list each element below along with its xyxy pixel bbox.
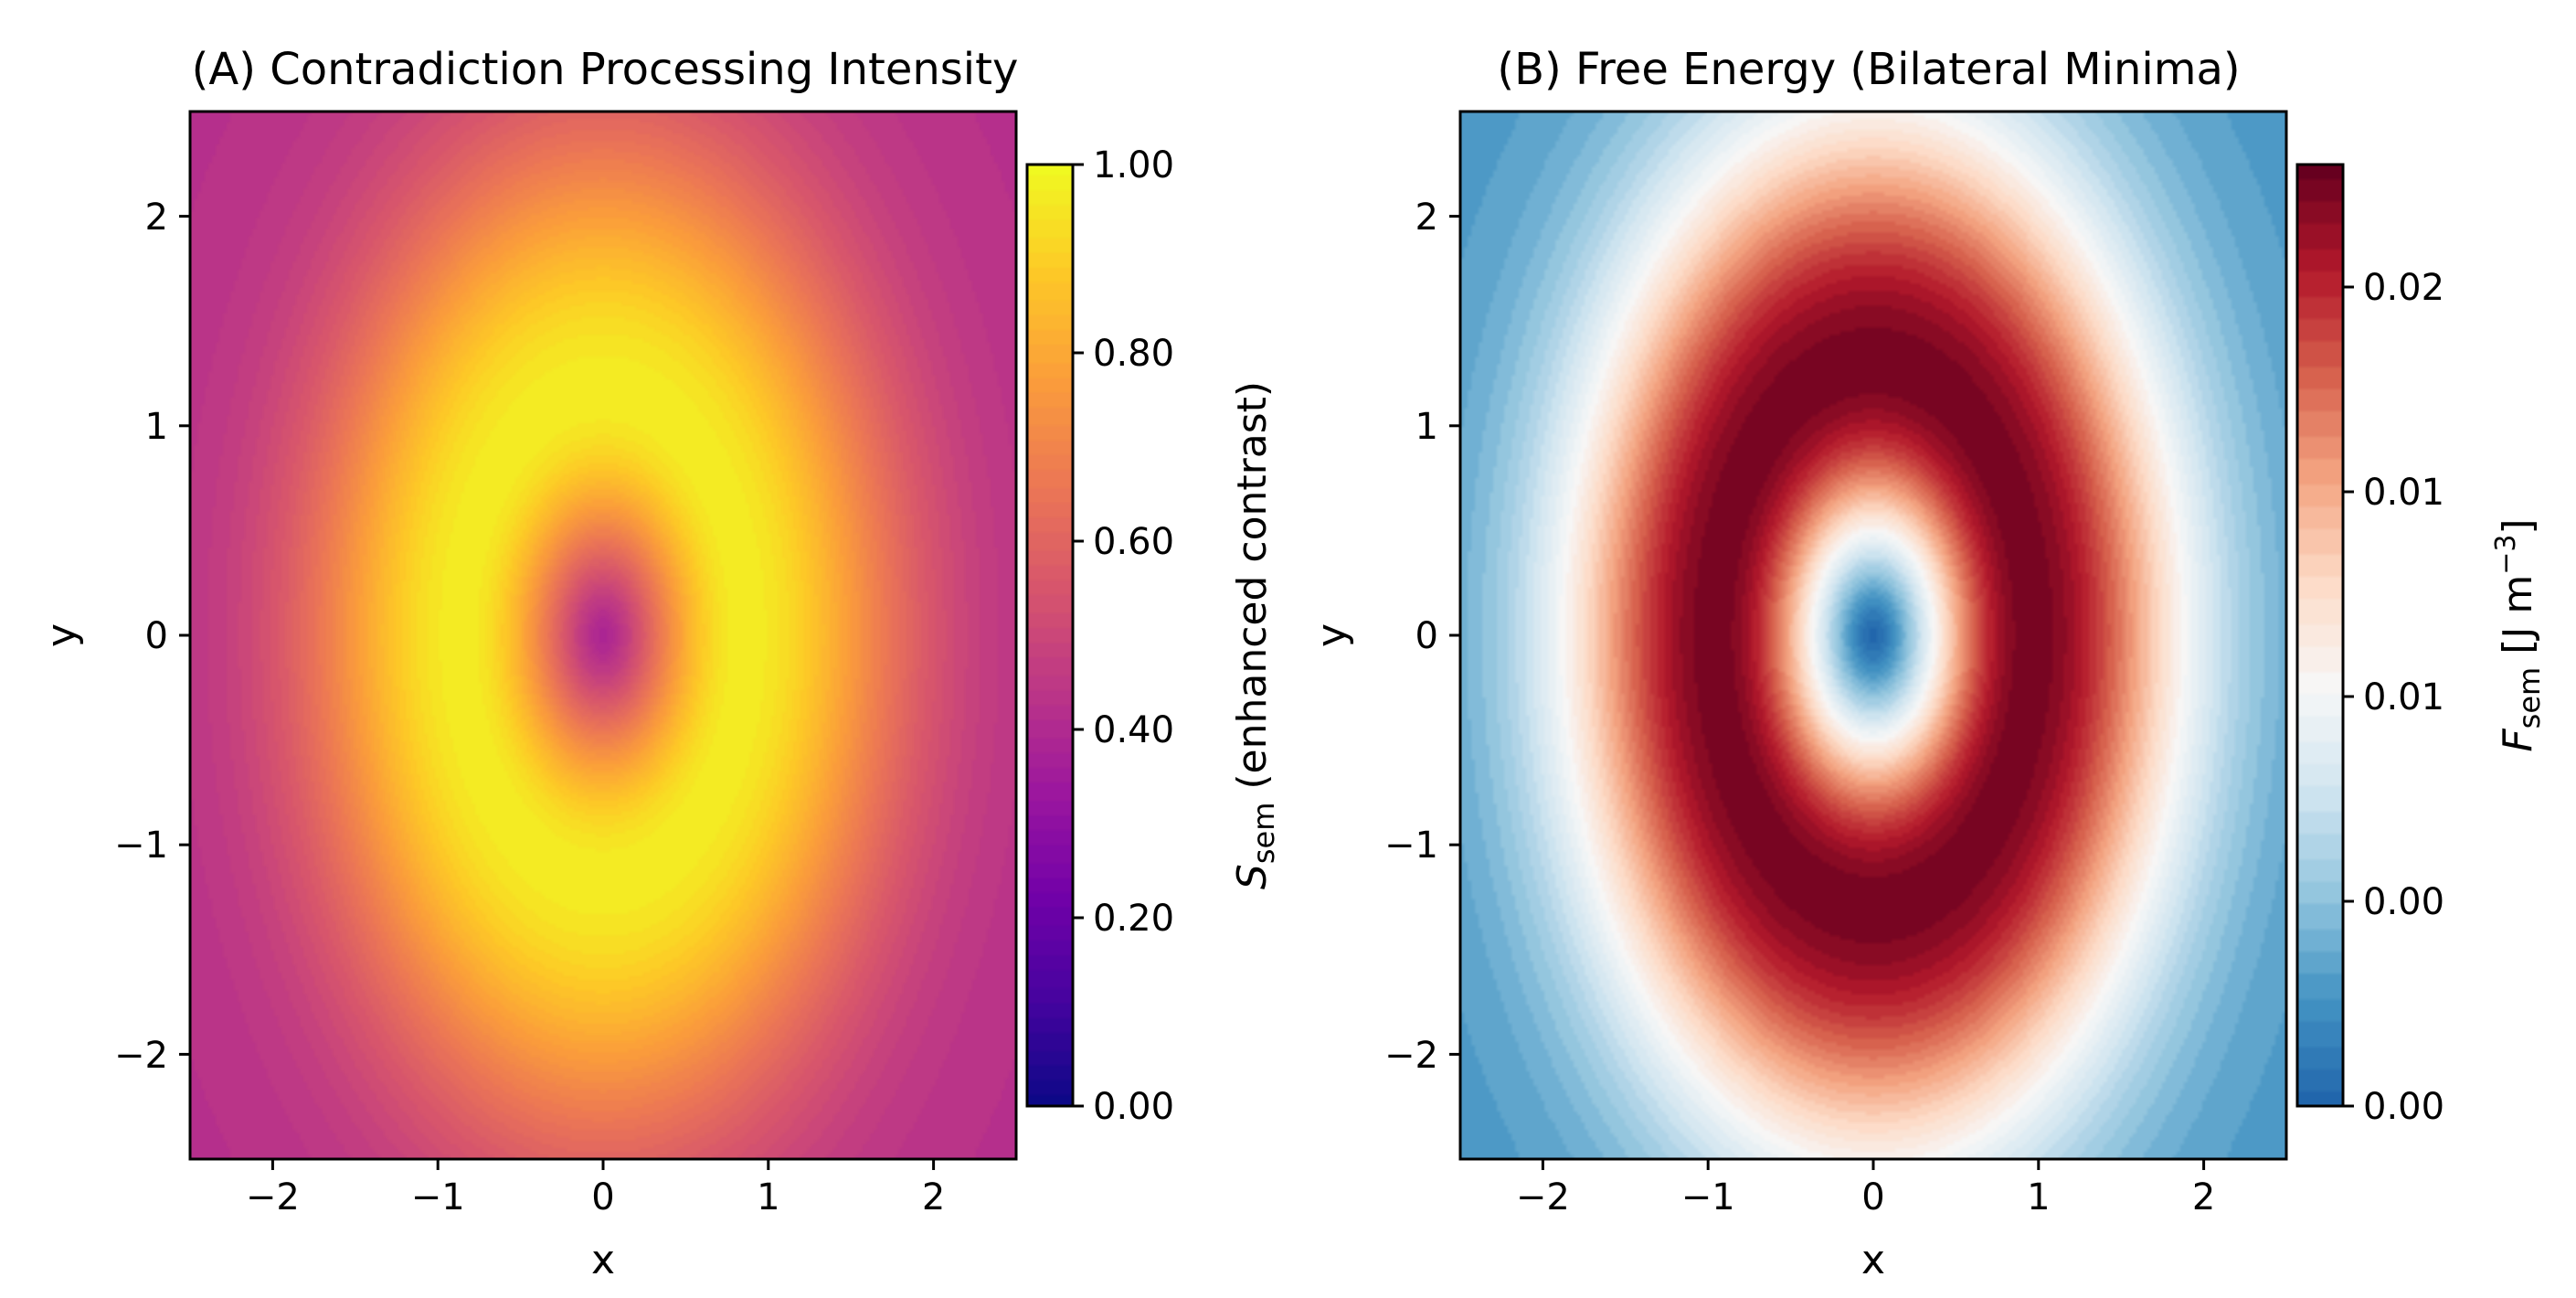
panel-a-y-tick-label: −1 [114, 825, 168, 867]
panel-a: (A) Contradiction Processing Intensity −… [38, 44, 1281, 1283]
panel-a-y-tick-label: 0 [145, 615, 168, 657]
panel-a-colorbar-ticks: 0.00 0.20 0.40 0.60 0.80 1.00 [1073, 144, 1174, 1128]
panel-b-colorbar-tick-label: 0.00 [2363, 881, 2444, 923]
panel-a-colorbar-label-rest: (enhanced contrast) [1229, 381, 1276, 803]
panel-a-heatmap [190, 112, 1016, 1159]
panel-a-colorbar-tick-label: 0.20 [1093, 898, 1174, 940]
panel-b-y-tick-label: 2 [1415, 197, 1438, 239]
panel-b-x-tick-label: 2 [2192, 1176, 2215, 1218]
panel-a-y-axis-label: y [38, 623, 85, 647]
panel-b-y-tick-label: −2 [1384, 1035, 1438, 1077]
panel-b-x-axis-label: x [1861, 1237, 1885, 1283]
panel-a-colorbar-tick-label: 0.60 [1093, 521, 1174, 563]
panel-b-x-tick-label: −1 [1681, 1176, 1735, 1218]
panel-b-colorbar-label: Fsem [J m−3] [2490, 518, 2547, 751]
panel-a-y-tick-label: −2 [114, 1035, 168, 1077]
panel-a-y-tick-label: 1 [145, 406, 168, 448]
panel-a-colorbar-label-main: S [1229, 864, 1276, 889]
panel-b-colorbar-label-sup: −3 [2490, 535, 2522, 575]
panel-b-y-tick-label: −1 [1384, 825, 1438, 867]
panel-a-x-axis-label: x [591, 1237, 615, 1283]
panel-b-colorbar-tick-label: 0.02 [2363, 267, 2444, 309]
panel-a-colorbar-frame [1025, 163, 1075, 1108]
panel-b-y-ticks: 2 1 0 −1 −2 [1384, 197, 1460, 1077]
panel-a-y-ticks: 2 1 0 −1 −2 [114, 197, 190, 1077]
panel-b-colorbar-gradient [2297, 165, 2343, 1106]
panel-b-x-tick-label: 0 [1861, 1176, 1884, 1218]
panel-a-x-tick-label: −2 [246, 1176, 300, 1218]
panel-b-y-tick-label: 1 [1415, 406, 1438, 448]
panel-b-colorbar-ticks: 0.00 0.00 0.01 0.01 0.02 [2343, 267, 2444, 1128]
panel-b-x-tick-label: 1 [2027, 1176, 2050, 1218]
panel-b-colorbar-label-rest: [J m [2495, 575, 2541, 667]
panel-a-colorbar-tick-label: 0.40 [1093, 709, 1174, 751]
panel-b-title: (B) Free Energy (Bilateral Minima) [1497, 44, 2240, 95]
panel-a-y-tick-label: 2 [145, 197, 168, 239]
panel-a-x-tick-label: −1 [411, 1176, 465, 1218]
panel-b-x-ticks: −2 −1 0 1 2 [1516, 1159, 2215, 1218]
panel-a-colorbar-gradient [1027, 165, 1073, 1106]
panel-b-colorbar-tick-label: 0.01 [2363, 472, 2444, 514]
panel-b-heatmap [1460, 112, 2286, 1159]
panel-a-colorbar-label: Ssem (enhanced contrast) [1229, 381, 1281, 889]
panel-a-colorbar-tick-label: 1.00 [1093, 144, 1174, 186]
panel-b-colorbar-frame [2295, 163, 2345, 1108]
panel-b-colorbar-label-main: F [2495, 729, 2541, 752]
panel-a-colorbar-tick-label: 0.80 [1093, 333, 1174, 375]
panel-b-colorbar-label-end: ] [2495, 518, 2541, 534]
panel-b: (B) Free Energy (Bilateral Minima) −2 −1… [1309, 44, 2547, 1283]
panel-b-colorbar-tick-label: 0.01 [2363, 676, 2444, 718]
panel-b-y-tick-label: 0 [1415, 615, 1438, 657]
panel-a-x-ticks: −2 −1 0 1 2 [246, 1159, 945, 1218]
panel-a-colorbar-label-sub: sem [1246, 803, 1281, 865]
panel-a-colorbar-tick-label: 0.00 [1093, 1086, 1174, 1128]
panel-b-x-tick-label: −2 [1516, 1176, 1570, 1218]
panel-a-x-tick-label: 0 [591, 1176, 614, 1218]
panel-b-colorbar-tick-label: 0.00 [2363, 1086, 2444, 1128]
panel-b-colorbar-label-sub: sem [2512, 667, 2547, 729]
panel-b-y-axis-label: y [1309, 623, 1355, 647]
panel-a-x-tick-label: 1 [757, 1176, 779, 1218]
panel-a-title: (A) Contradiction Processing Intensity [192, 44, 1019, 95]
panel-a-x-tick-label: 2 [922, 1176, 945, 1218]
